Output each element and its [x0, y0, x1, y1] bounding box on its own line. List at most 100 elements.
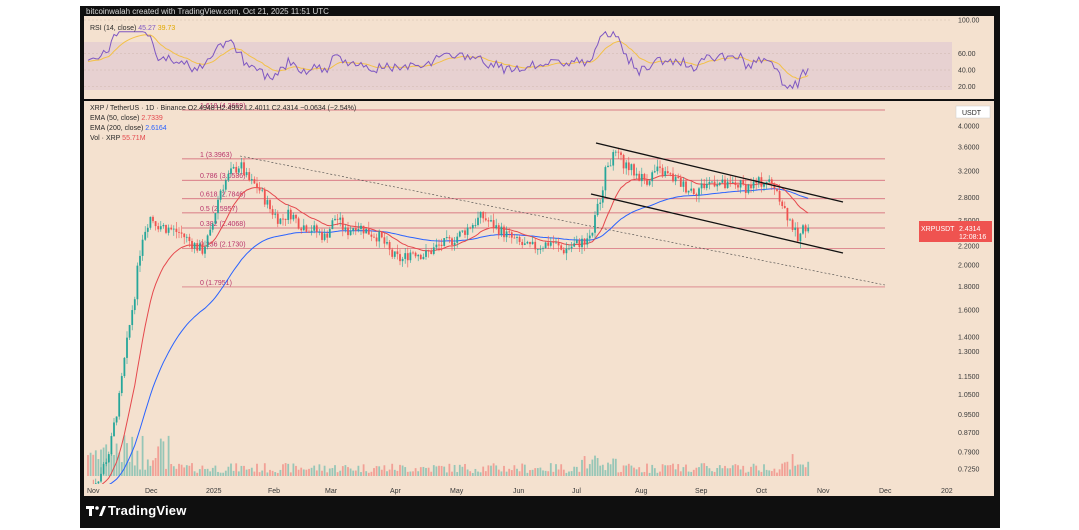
candle-body [154, 221, 157, 227]
candle-body [211, 223, 214, 230]
volume-bar [726, 468, 729, 476]
candle-body [552, 242, 555, 244]
volume-bar [206, 468, 209, 476]
candle-body [555, 242, 557, 244]
candle-body [243, 162, 245, 176]
candle-body [529, 241, 531, 245]
candle-body [633, 164, 635, 176]
volume-bar [352, 470, 355, 476]
volume-bar [425, 467, 427, 476]
volume-bar [211, 467, 214, 476]
volume-bar [503, 465, 505, 476]
volume-bar [516, 468, 518, 476]
volume-bar [167, 435, 170, 476]
y-tick-label: 1.4000 [958, 334, 980, 341]
volume-bar [123, 435, 126, 476]
candle-body [672, 173, 674, 182]
volume-bar [214, 465, 217, 476]
candle-body [388, 242, 391, 250]
candle-body [180, 232, 183, 234]
fib-level-label: 1.618 (4.3659) [200, 103, 246, 110]
candle-body [578, 239, 581, 248]
legend-ema200: EMA (200, close) 2.6164 [90, 125, 167, 132]
candle-body [456, 236, 459, 243]
candle-body [451, 238, 453, 245]
volume-bar [648, 472, 651, 476]
volume-bar [768, 470, 771, 476]
volume-bar [786, 461, 789, 476]
candle-body [705, 183, 708, 189]
volume-bar [243, 465, 245, 476]
candle-body [518, 237, 521, 242]
volume-bar [635, 469, 638, 476]
candle-body [724, 179, 726, 189]
price-pane[interactable] [84, 101, 994, 484]
candle-body [508, 231, 511, 233]
volume-bar [453, 464, 456, 476]
chart-canvas[interactable]: RSI (14, close) 45.27 39.73 100.00 60.00 4… [80, 6, 1000, 528]
volume-bar [432, 465, 435, 476]
volume-bar [750, 466, 752, 476]
candle-body [347, 227, 349, 236]
volume-bar [669, 465, 672, 476]
volume-bar [375, 466, 378, 476]
volume-bar [401, 465, 404, 476]
volume-bar [495, 465, 498, 476]
volume-bar [591, 459, 594, 476]
candle-body [698, 188, 700, 196]
volume-bar [705, 465, 708, 476]
candle-body [157, 226, 160, 230]
candle-body [547, 242, 550, 246]
volume-bar [269, 469, 271, 476]
channel-upper-line[interactable] [595, 142, 844, 203]
volume-bar [204, 469, 206, 476]
volume-bar [120, 462, 123, 476]
candle-body [404, 253, 407, 259]
candle-body [713, 181, 716, 187]
volume-bar [396, 470, 399, 476]
candle-body [399, 254, 401, 262]
time-axis[interactable] [84, 484, 994, 496]
candle-body [620, 152, 622, 155]
volume-bar [282, 464, 284, 476]
candle-body [794, 227, 797, 231]
volume-bar [469, 471, 472, 476]
candle-body [232, 166, 235, 169]
volume-bar [198, 469, 201, 476]
candle-body [666, 171, 669, 174]
y-tick-label: 1.1500 [958, 374, 980, 381]
volume-bar [482, 466, 485, 476]
volume-bar [664, 465, 667, 476]
volume-bar [245, 469, 248, 476]
channel-lower-line[interactable] [590, 193, 844, 254]
candle-body [786, 208, 789, 221]
volume-bar [107, 455, 110, 476]
candle-body [258, 187, 261, 191]
volume-bar [789, 469, 791, 476]
volume-bar [380, 469, 383, 476]
candle-body [565, 248, 568, 254]
candle-body [711, 181, 713, 183]
volume-bar [661, 464, 664, 476]
candle-body [300, 228, 303, 231]
candle-body [703, 183, 706, 189]
y-tick-label: 3.6000 [958, 145, 980, 152]
legend-symbol: XRP / TetherUS · 1D · Binance O2.4948 H2… [90, 105, 356, 112]
candle-body [393, 251, 396, 257]
candle-body [664, 171, 667, 177]
candle-body [609, 165, 612, 167]
candle-body [516, 237, 518, 238]
candle-body [523, 243, 526, 245]
price-axis[interactable] [950, 101, 994, 484]
volume-bar [297, 469, 300, 476]
candle-body [178, 232, 180, 233]
candle-body [718, 182, 721, 185]
y-tick-label: 3.2000 [958, 168, 980, 175]
candle-body [586, 238, 589, 245]
volume-bar [752, 463, 755, 476]
legend-ema50: EMA (50, close) 2.7339 [90, 115, 163, 122]
candle-body [256, 183, 258, 188]
volume-bar [258, 472, 261, 476]
volume-bar [617, 472, 620, 476]
candle-body [750, 184, 752, 189]
